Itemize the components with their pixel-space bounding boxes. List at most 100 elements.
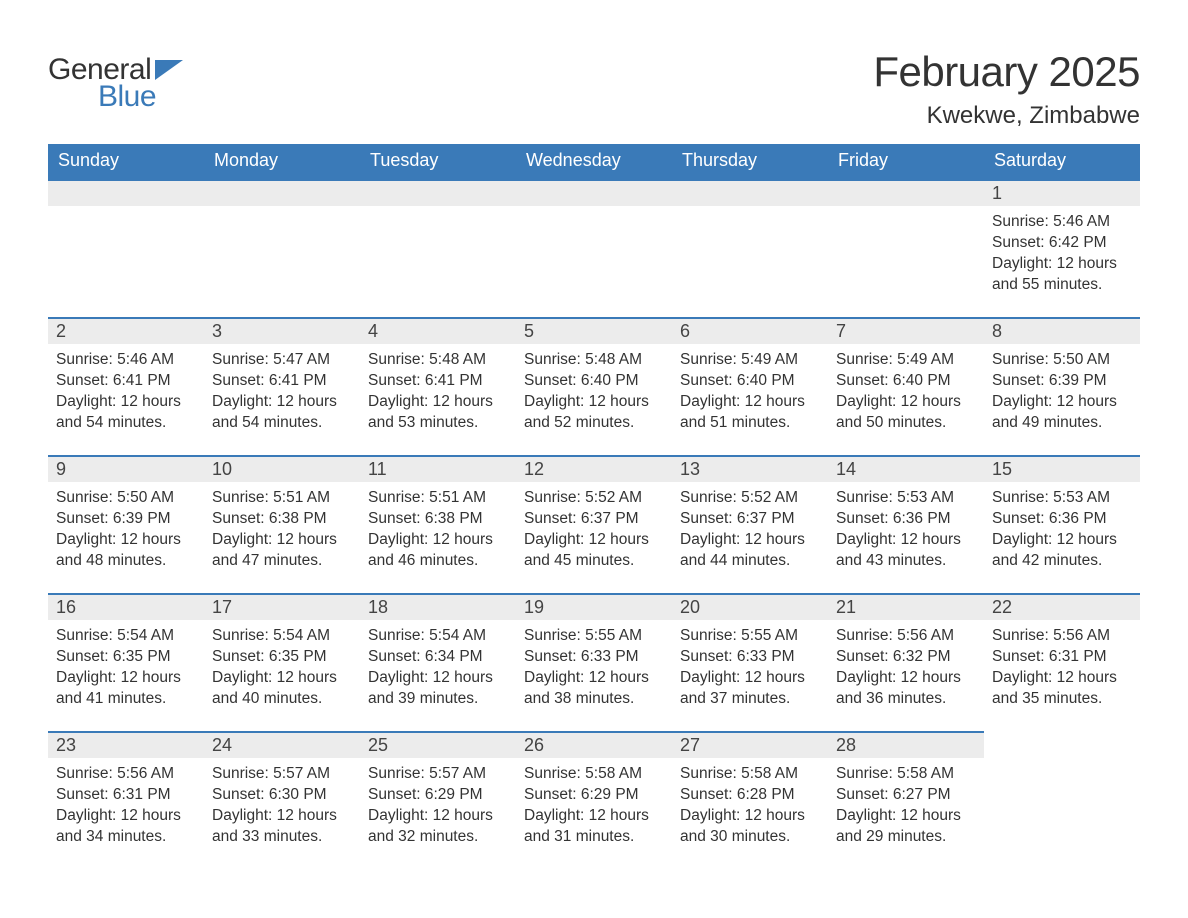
sunset-line: Sunset: 6:27 PM (836, 785, 976, 806)
sunset-line: Sunset: 6:29 PM (368, 785, 508, 806)
title-block: February 2025 Kwekwe, Zimbabwe (873, 48, 1140, 130)
logo-word-general: General (48, 56, 151, 83)
sunrise-line: Sunrise: 5:50 AM (992, 350, 1132, 371)
calendar-cell: 26Sunrise: 5:58 AMSunset: 6:29 PMDayligh… (516, 731, 672, 869)
calendar-cell: 22Sunrise: 5:56 AMSunset: 6:31 PMDayligh… (984, 593, 1140, 731)
day-number: 24 (204, 731, 360, 758)
day-number: 11 (360, 455, 516, 482)
sunrise-line: Sunrise: 5:47 AM (212, 350, 352, 371)
sunrise-line: Sunrise: 5:56 AM (992, 626, 1132, 647)
day-details: Sunrise: 5:50 AMSunset: 6:39 PMDaylight:… (48, 482, 204, 576)
calendar-row: 16Sunrise: 5:54 AMSunset: 6:35 PMDayligh… (48, 593, 1140, 731)
day-number: . (828, 179, 984, 206)
calendar-cell: 16Sunrise: 5:54 AMSunset: 6:35 PMDayligh… (48, 593, 204, 731)
daylight-line: Daylight: 12 hours and 32 minutes. (368, 806, 508, 848)
day-number: 17 (204, 593, 360, 620)
sunset-line: Sunset: 6:38 PM (368, 509, 508, 530)
day-details: Sunrise: 5:46 AMSunset: 6:42 PMDaylight:… (984, 206, 1140, 300)
day-number: 27 (672, 731, 828, 758)
sunrise-line: Sunrise: 5:51 AM (368, 488, 508, 509)
sunset-line: Sunset: 6:32 PM (836, 647, 976, 668)
daylight-line: Daylight: 12 hours and 44 minutes. (680, 530, 820, 572)
sunset-line: Sunset: 6:40 PM (836, 371, 976, 392)
calendar-row: 9Sunrise: 5:50 AMSunset: 6:39 PMDaylight… (48, 455, 1140, 593)
calendar-head: Sunday Monday Tuesday Wednesday Thursday… (48, 144, 1140, 179)
sunset-line: Sunset: 6:36 PM (992, 509, 1132, 530)
daylight-line: Daylight: 12 hours and 52 minutes. (524, 392, 664, 434)
daylight-line: Daylight: 12 hours and 41 minutes. (56, 668, 196, 710)
day-number: 2 (48, 317, 204, 344)
day-number: 7 (828, 317, 984, 344)
calendar-cell: . (672, 179, 828, 317)
sunset-line: Sunset: 6:37 PM (680, 509, 820, 530)
day-number: . (48, 179, 204, 206)
day-number: 1 (984, 179, 1140, 206)
day-details: Sunrise: 5:54 AMSunset: 6:35 PMDaylight:… (48, 620, 204, 714)
sunset-line: Sunset: 6:31 PM (56, 785, 196, 806)
sunset-line: Sunset: 6:33 PM (524, 647, 664, 668)
day-number: 25 (360, 731, 516, 758)
daylight-line: Daylight: 12 hours and 46 minutes. (368, 530, 508, 572)
sunrise-line: Sunrise: 5:49 AM (680, 350, 820, 371)
day-details: Sunrise: 5:51 AMSunset: 6:38 PMDaylight:… (204, 482, 360, 576)
day-details: Sunrise: 5:52 AMSunset: 6:37 PMDaylight:… (516, 482, 672, 576)
sunrise-line: Sunrise: 5:51 AM (212, 488, 352, 509)
sunrise-line: Sunrise: 5:46 AM (992, 212, 1132, 233)
weekday-header: Friday (828, 144, 984, 179)
day-details: Sunrise: 5:48 AMSunset: 6:40 PMDaylight:… (516, 344, 672, 438)
daylight-line: Daylight: 12 hours and 31 minutes. (524, 806, 664, 848)
sunrise-line: Sunrise: 5:52 AM (524, 488, 664, 509)
calendar-cell: 10Sunrise: 5:51 AMSunset: 6:38 PMDayligh… (204, 455, 360, 593)
daylight-line: Daylight: 12 hours and 29 minutes. (836, 806, 976, 848)
page-header: General Blue February 2025 Kwekwe, Zimba… (48, 48, 1140, 130)
day-details: Sunrise: 5:50 AMSunset: 6:39 PMDaylight:… (984, 344, 1140, 438)
day-number: 21 (828, 593, 984, 620)
day-details: Sunrise: 5:57 AMSunset: 6:30 PMDaylight:… (204, 758, 360, 852)
day-details: Sunrise: 5:46 AMSunset: 6:41 PMDaylight:… (48, 344, 204, 438)
weekday-header: Saturday (984, 144, 1140, 179)
day-details: Sunrise: 5:54 AMSunset: 6:34 PMDaylight:… (360, 620, 516, 714)
sunrise-line: Sunrise: 5:58 AM (680, 764, 820, 785)
day-details: Sunrise: 5:58 AMSunset: 6:29 PMDaylight:… (516, 758, 672, 852)
sunrise-line: Sunrise: 5:52 AM (680, 488, 820, 509)
day-details: Sunrise: 5:56 AMSunset: 6:32 PMDaylight:… (828, 620, 984, 714)
day-number: 16 (48, 593, 204, 620)
day-details: Sunrise: 5:53 AMSunset: 6:36 PMDaylight:… (828, 482, 984, 576)
day-number: 3 (204, 317, 360, 344)
calendar-cell: 1Sunrise: 5:46 AMSunset: 6:42 PMDaylight… (984, 179, 1140, 317)
calendar-cell: 14Sunrise: 5:53 AMSunset: 6:36 PMDayligh… (828, 455, 984, 593)
calendar-cell: 12Sunrise: 5:52 AMSunset: 6:37 PMDayligh… (516, 455, 672, 593)
sunset-line: Sunset: 6:33 PM (680, 647, 820, 668)
calendar-cell: 27Sunrise: 5:58 AMSunset: 6:28 PMDayligh… (672, 731, 828, 869)
calendar-cell: 17Sunrise: 5:54 AMSunset: 6:35 PMDayligh… (204, 593, 360, 731)
weekday-header: Tuesday (360, 144, 516, 179)
sunrise-line: Sunrise: 5:58 AM (524, 764, 664, 785)
daylight-line: Daylight: 12 hours and 40 minutes. (212, 668, 352, 710)
sunset-line: Sunset: 6:37 PM (524, 509, 664, 530)
day-number: 15 (984, 455, 1140, 482)
daylight-line: Daylight: 12 hours and 54 minutes. (56, 392, 196, 434)
calendar-cell: 5Sunrise: 5:48 AMSunset: 6:40 PMDaylight… (516, 317, 672, 455)
day-number: . (360, 179, 516, 206)
calendar-row: 23Sunrise: 5:56 AMSunset: 6:31 PMDayligh… (48, 731, 1140, 869)
sunrise-line: Sunrise: 5:58 AM (836, 764, 976, 785)
day-number: . (516, 179, 672, 206)
sunset-line: Sunset: 6:35 PM (212, 647, 352, 668)
sunset-line: Sunset: 6:30 PM (212, 785, 352, 806)
day-number: 10 (204, 455, 360, 482)
sunrise-line: Sunrise: 5:49 AM (836, 350, 976, 371)
logo-text: General Blue (48, 56, 189, 110)
sunset-line: Sunset: 6:38 PM (212, 509, 352, 530)
day-details: Sunrise: 5:51 AMSunset: 6:38 PMDaylight:… (360, 482, 516, 576)
day-details: Sunrise: 5:55 AMSunset: 6:33 PMDaylight:… (672, 620, 828, 714)
daylight-line: Daylight: 12 hours and 37 minutes. (680, 668, 820, 710)
sunrise-line: Sunrise: 5:48 AM (368, 350, 508, 371)
location-label: Kwekwe, Zimbabwe (873, 102, 1140, 130)
weekday-header: Thursday (672, 144, 828, 179)
flag-icon (155, 60, 189, 83)
daylight-line: Daylight: 12 hours and 53 minutes. (368, 392, 508, 434)
day-details: Sunrise: 5:49 AMSunset: 6:40 PMDaylight:… (828, 344, 984, 438)
sunset-line: Sunset: 6:40 PM (524, 371, 664, 392)
daylight-line: Daylight: 12 hours and 49 minutes. (992, 392, 1132, 434)
month-title: February 2025 (873, 48, 1140, 96)
